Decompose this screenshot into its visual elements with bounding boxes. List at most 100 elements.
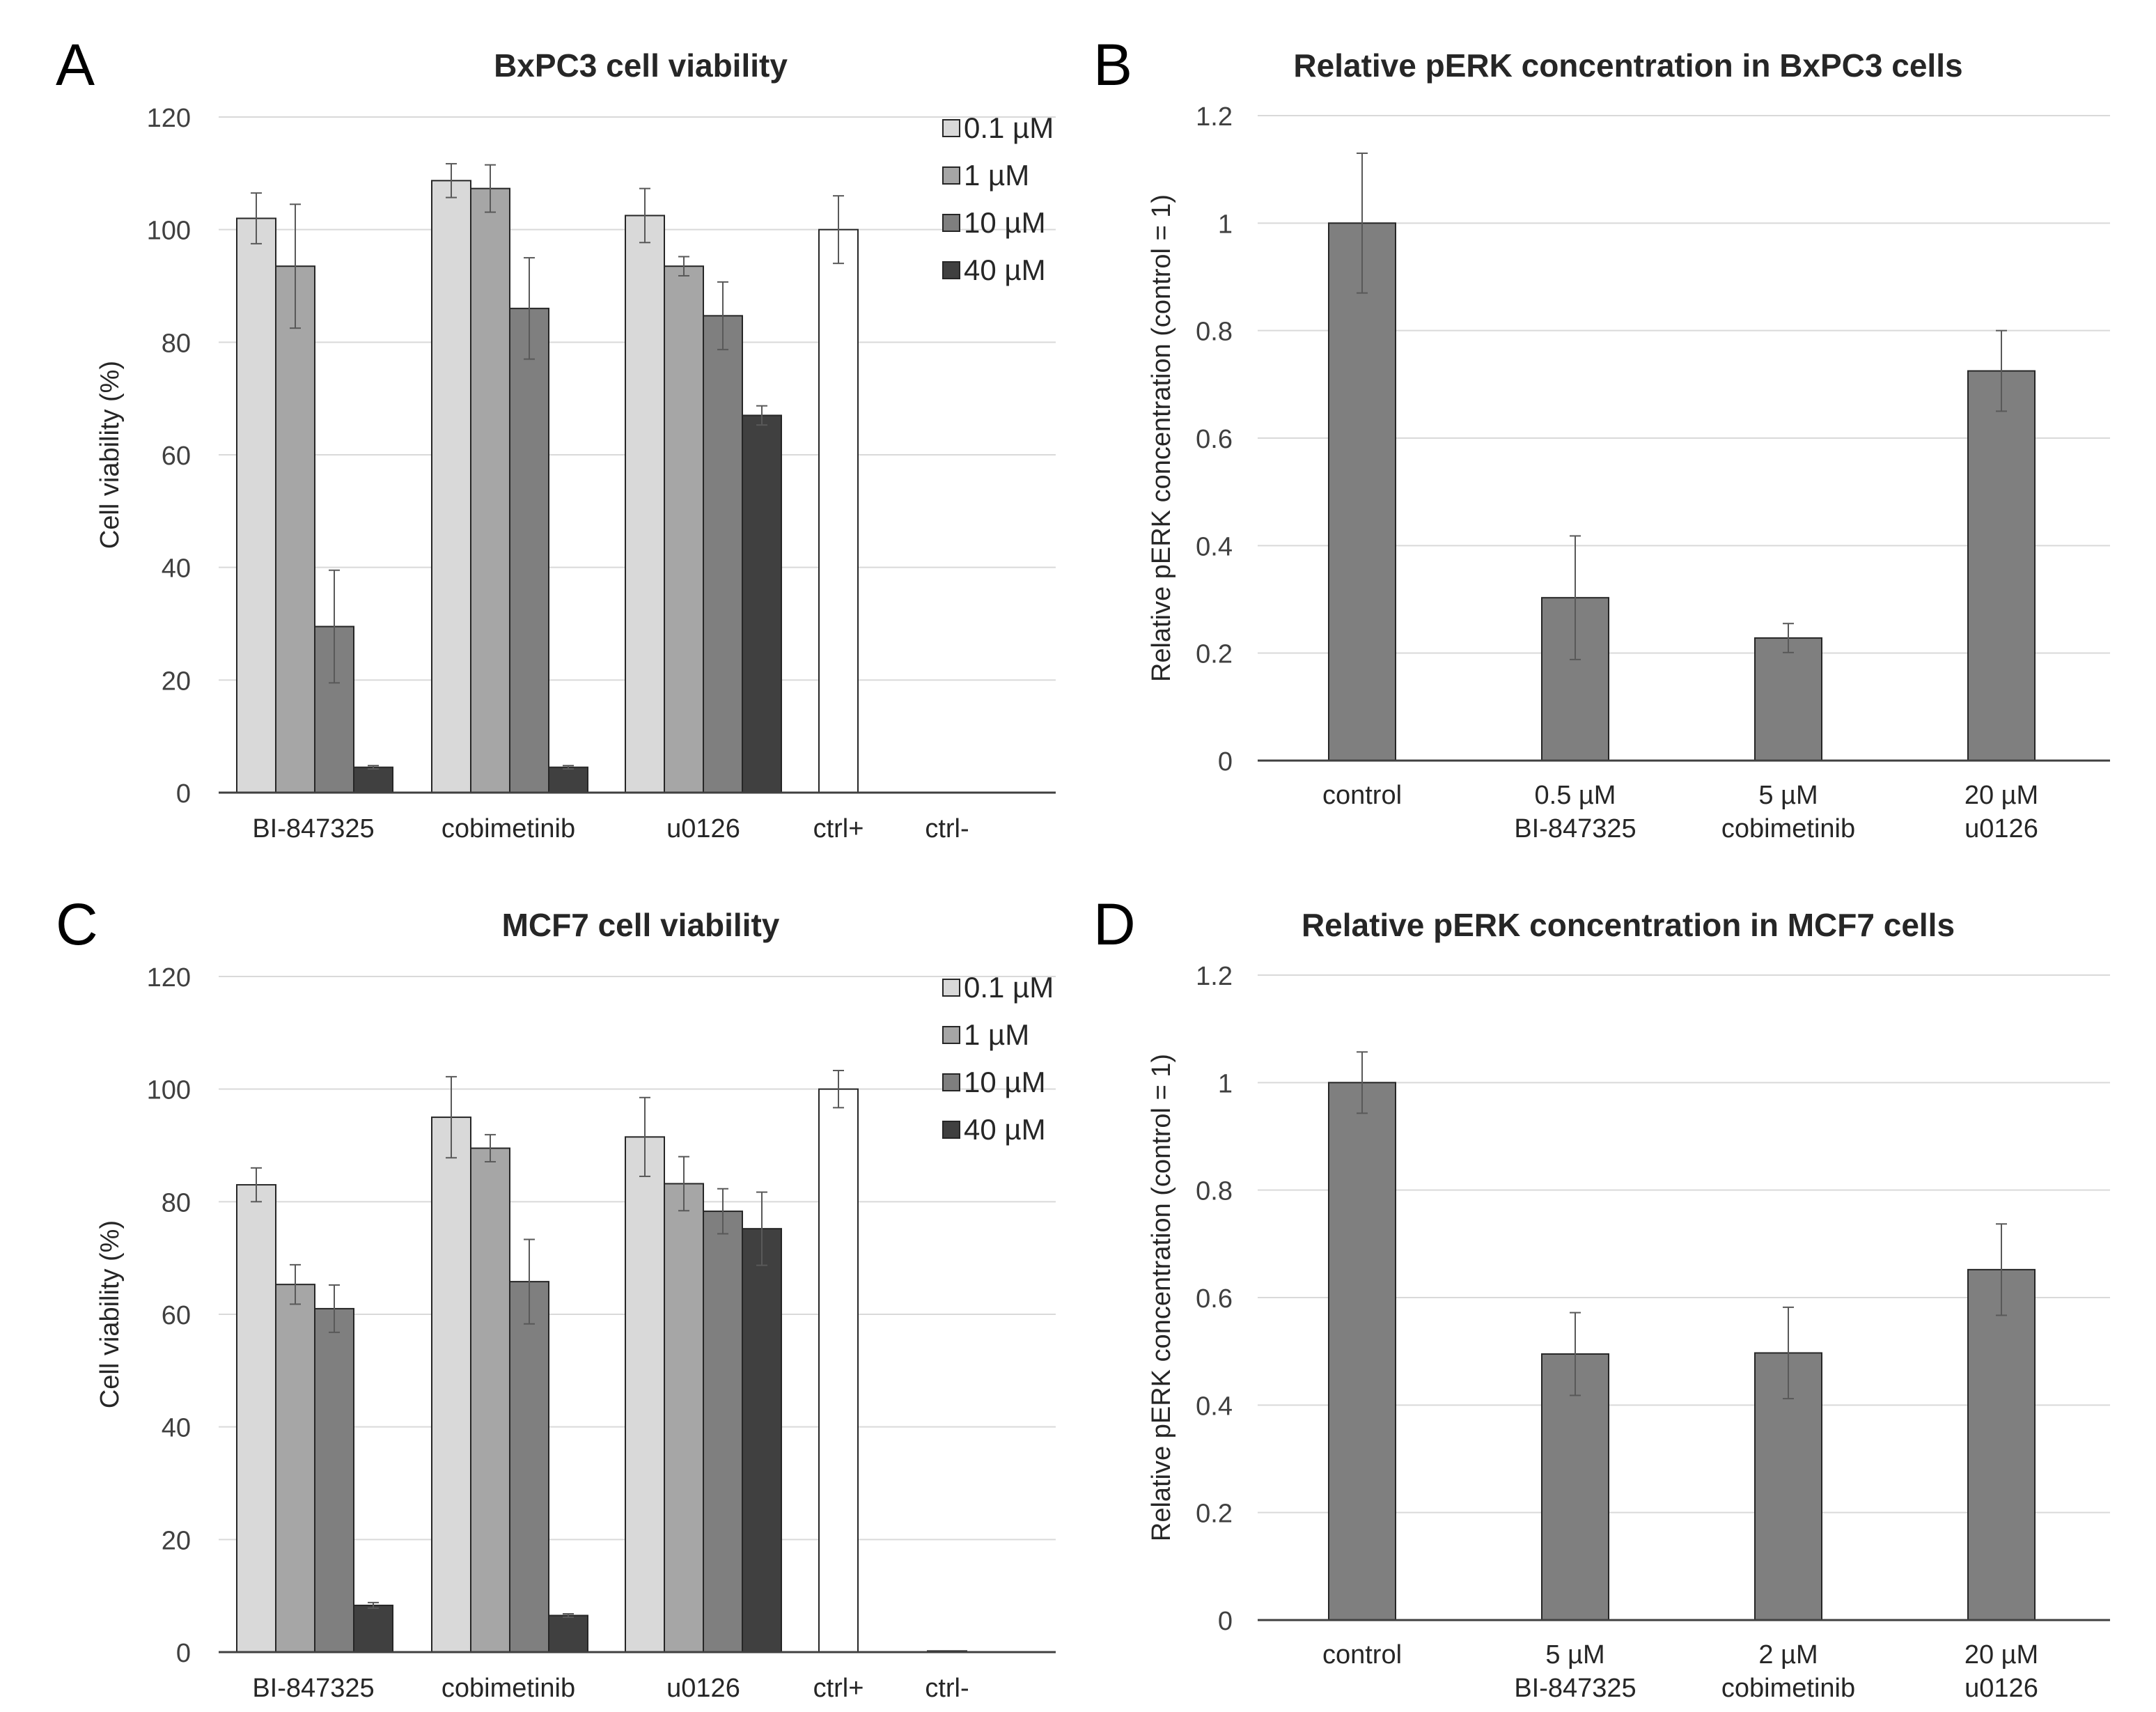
legend-swatch <box>942 166 960 185</box>
chart-title: Relative pERK concentration in MCF7 cell… <box>1302 907 1955 943</box>
y-tick-label: 20 <box>162 1526 191 1555</box>
legend-label: 10 µM <box>964 1066 1046 1098</box>
legend-swatch <box>942 214 960 232</box>
y-tick-label: 80 <box>162 329 191 358</box>
y-tick-label: 0.8 <box>1196 318 1233 347</box>
x-category-label: 0.5 µM <box>1535 781 1616 810</box>
y-tick-label: 20 <box>162 667 191 696</box>
bar <box>1328 1082 1396 1621</box>
bar <box>703 1211 743 1653</box>
x-category-label: 2 µM <box>1758 1640 1818 1670</box>
x-category-sublabel: u0126 <box>1964 1674 2038 1703</box>
x-category-label: 5 µM <box>1758 781 1818 810</box>
x-category-label: control <box>1322 781 1402 810</box>
x-category-label: ctrl+ <box>813 1674 864 1703</box>
y-axis-label: Cell viability (%) <box>95 1220 125 1408</box>
y-tick-label: 0.6 <box>1196 425 1233 454</box>
x-category-label: cobimetinib <box>442 1674 575 1703</box>
bar <box>1754 637 1822 761</box>
x-category-label: 20 µM <box>1964 781 2038 810</box>
panel-letter: D <box>1093 892 1136 957</box>
x-category-label: ctrl+ <box>813 814 864 843</box>
y-tick-label: 120 <box>147 104 191 133</box>
bar <box>1967 1268 2036 1621</box>
y-tick-label: 40 <box>162 554 191 584</box>
y-tick-label: 0.2 <box>1196 1500 1233 1529</box>
x-category-label: control <box>1322 1640 1402 1670</box>
panel-letter: B <box>1093 32 1132 98</box>
bar <box>236 217 276 793</box>
y-tick-label: 60 <box>162 442 191 471</box>
legend-label: 0.1 µM <box>964 111 1054 144</box>
bar <box>353 1604 393 1653</box>
y-tick-label: 0.4 <box>1196 532 1233 561</box>
bar <box>742 1228 782 1653</box>
legend-swatch <box>942 1121 960 1139</box>
bar <box>470 187 510 793</box>
chart-title: MCF7 cell viability <box>502 907 780 943</box>
chart-title: Relative pERK concentration in BxPC3 cel… <box>1293 47 1962 84</box>
legend-swatch <box>942 1073 960 1091</box>
x-category-sublabel: u0126 <box>1964 814 2038 843</box>
x-category-sublabel: cobimetinib <box>1721 814 1855 843</box>
bar <box>314 1307 354 1653</box>
bar <box>431 1116 471 1653</box>
y-tick-label: 120 <box>147 963 191 993</box>
panel-letter: A <box>56 32 95 98</box>
bar <box>548 766 588 793</box>
bar <box>470 1147 510 1653</box>
bar <box>703 315 743 793</box>
bar <box>431 180 471 793</box>
y-tick-label: 1.2 <box>1196 102 1233 132</box>
y-axis-label: Relative pERK concentration (control = 1… <box>1147 1054 1176 1541</box>
legend-swatch <box>942 1026 960 1044</box>
bar <box>625 1136 665 1653</box>
y-tick-label: 0 <box>1218 747 1233 777</box>
bar <box>818 1088 859 1653</box>
legend-label: 1 µM <box>964 159 1029 192</box>
bar <box>625 215 665 794</box>
y-tick-label: 40 <box>162 1414 191 1443</box>
bar <box>742 414 782 793</box>
y-tick-label: 100 <box>147 1076 191 1105</box>
x-category-sublabel: BI-847325 <box>1514 1674 1636 1703</box>
legend-swatch <box>942 979 960 997</box>
x-category-label: ctrl- <box>925 1674 969 1703</box>
y-tick-label: 0 <box>1218 1607 1233 1636</box>
bar <box>509 307 549 794</box>
x-category-label: 20 µM <box>1964 1640 2038 1670</box>
x-category-label: BI-847325 <box>252 1674 374 1703</box>
y-tick-label: 1 <box>1218 1069 1233 1098</box>
bar <box>1541 1353 1609 1621</box>
bar <box>275 1284 315 1653</box>
y-tick-label: 60 <box>162 1301 191 1330</box>
x-category-label: ctrl- <box>925 814 969 843</box>
bar <box>275 265 315 794</box>
bar <box>353 766 393 793</box>
y-tick-label: 1.2 <box>1196 962 1233 991</box>
bar <box>1328 222 1396 762</box>
y-axis-label: Relative pERK concentration (control = 1… <box>1147 194 1176 682</box>
bar <box>509 1281 549 1653</box>
y-tick-label: 0.6 <box>1196 1284 1233 1314</box>
legend-swatch <box>942 261 960 279</box>
y-tick-label: 0.4 <box>1196 1392 1233 1421</box>
legend-label: 40 µM <box>964 1113 1046 1146</box>
y-tick-label: 0.8 <box>1196 1177 1233 1206</box>
x-category-label: 5 µM <box>1545 1640 1604 1670</box>
y-tick-label: 100 <box>147 217 191 246</box>
bar <box>664 1183 704 1653</box>
panel-letter: C <box>56 892 98 957</box>
y-tick-label: 0 <box>176 1639 191 1668</box>
bar <box>818 228 859 793</box>
bar <box>548 1614 588 1653</box>
legend-label: 10 µM <box>964 206 1046 239</box>
legend-swatch <box>942 119 960 137</box>
bar <box>1967 370 2036 761</box>
bar <box>664 265 704 794</box>
chart-title: BxPC3 cell viability <box>494 47 788 84</box>
y-tick-label: 0.2 <box>1196 640 1233 669</box>
bar <box>236 1184 276 1653</box>
x-category-label: u0126 <box>666 1674 740 1703</box>
